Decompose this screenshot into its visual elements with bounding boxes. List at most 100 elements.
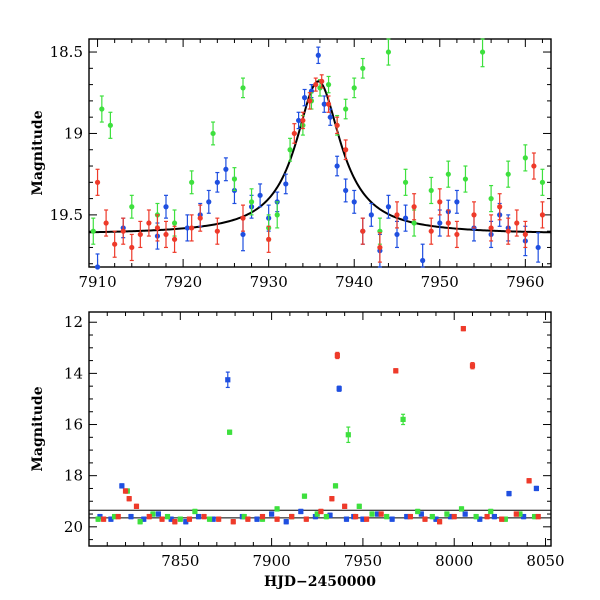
blue-data-point: [183, 519, 189, 525]
green-data-point: [345, 432, 351, 438]
blue-data-point: [447, 513, 454, 520]
blue-data-point: [94, 264, 101, 270]
red-data-point: [300, 117, 306, 124]
blue-data-point: [108, 516, 114, 522]
red-data-point: [451, 513, 457, 520]
red-data-point: [460, 326, 466, 332]
red-data-point: [201, 513, 207, 520]
green-data-point: [531, 513, 538, 520]
red-data-point: [505, 228, 511, 234]
blue-data-point: [402, 215, 409, 221]
green-data-point: [274, 506, 280, 512]
red-data-point: [445, 220, 451, 226]
green-data-point: [111, 513, 118, 520]
blue-data-point: [506, 490, 512, 497]
blue-data-point: [168, 516, 174, 522]
red-data-point: [112, 241, 118, 247]
blue-data-point: [374, 511, 381, 517]
red-data-point: [103, 220, 109, 226]
red-data-point: [230, 519, 236, 525]
green-data-point: [444, 511, 450, 517]
bottom-data-points: [95, 325, 541, 525]
red-data-point: [437, 519, 443, 525]
red-data-point: [146, 220, 152, 226]
blue-data-point: [223, 166, 229, 172]
green-data-point: [164, 513, 171, 520]
red-data-point: [325, 101, 332, 107]
blue-data-point: [283, 519, 289, 525]
blue-data-point: [420, 257, 426, 264]
red-data-point: [526, 478, 532, 484]
green-data-point: [177, 516, 183, 522]
green-data-point: [458, 506, 465, 512]
blue-data-point: [521, 513, 527, 520]
red-data-point: [313, 82, 319, 88]
bottom-y-tick-label: 12: [64, 313, 83, 331]
red-data-point: [197, 215, 203, 221]
red-data-point: [133, 503, 140, 509]
blue-data-point: [296, 117, 302, 124]
red-data-point: [245, 516, 251, 522]
blue-data-point: [257, 192, 263, 198]
red-data-point: [514, 220, 520, 226]
green-data-point: [314, 511, 320, 517]
green-data-point: [287, 147, 293, 153]
red-data-point: [189, 225, 195, 231]
red-data-point: [360, 228, 366, 234]
red-data-point: [411, 204, 417, 210]
green-data-point: [150, 511, 156, 517]
red-data-point: [513, 511, 519, 517]
green-data-point: [248, 199, 255, 205]
blue-data-point: [321, 101, 327, 107]
red-data-point: [171, 236, 178, 242]
blue-data-point: [491, 513, 497, 520]
green-data-point: [325, 82, 332, 88]
top-x-tick-label: 7940: [335, 273, 373, 291]
blue-data-point: [334, 163, 340, 169]
model-fit-curve: [88, 80, 552, 234]
bottom-plot-frame: [88, 311, 552, 547]
green-data-point: [360, 65, 366, 71]
green-data-point: [171, 220, 178, 226]
green-data-point: [517, 511, 523, 517]
blue-data-point: [477, 516, 483, 522]
red-data-point: [101, 516, 107, 522]
blue-data-point: [195, 513, 202, 520]
red-data-point: [363, 516, 370, 522]
top-data-points: [90, 38, 546, 270]
blue-data-point: [535, 244, 541, 251]
green-data-point: [502, 516, 508, 522]
green-data-point: [429, 513, 435, 520]
bottom-y-tick-label: 14: [64, 364, 83, 382]
red-data-point: [454, 231, 460, 238]
bottom-axis-ticks: 7850 7900 7950 8000 8050 12 14 16 18 20: [64, 312, 565, 570]
red-data-point: [319, 78, 325, 84]
red-data-point: [259, 513, 266, 520]
green-data-point: [369, 511, 375, 517]
bottom-x-tick-label: 7950: [344, 552, 382, 570]
green-data-point: [129, 204, 135, 210]
red-data-point: [488, 225, 494, 231]
red-data-point: [154, 225, 161, 231]
red-data-point: [137, 231, 143, 238]
blue-data-point: [343, 187, 349, 194]
red-data-point: [122, 488, 129, 494]
blue-data-point: [404, 513, 410, 520]
red-data-point: [334, 122, 340, 128]
green-data-point: [351, 85, 357, 91]
red-data-point: [303, 516, 309, 522]
top-x-tick-label: 7920: [164, 273, 202, 291]
bottom-y-tick-label: 16: [64, 416, 83, 434]
red-data-point: [499, 516, 505, 522]
red-data-point: [216, 516, 222, 522]
blue-data-point: [394, 231, 400, 238]
green-data-point: [189, 179, 195, 185]
red-data-point: [334, 352, 340, 359]
red-data-point: [126, 496, 132, 502]
top-fit-curve-group: [88, 80, 552, 234]
top-x-tick-label: 7960: [506, 273, 544, 291]
top-y-tick-label: 19.5: [50, 206, 83, 224]
blue-data-point: [327, 512, 333, 518]
bottom-y-tick-label: 18: [64, 467, 83, 485]
